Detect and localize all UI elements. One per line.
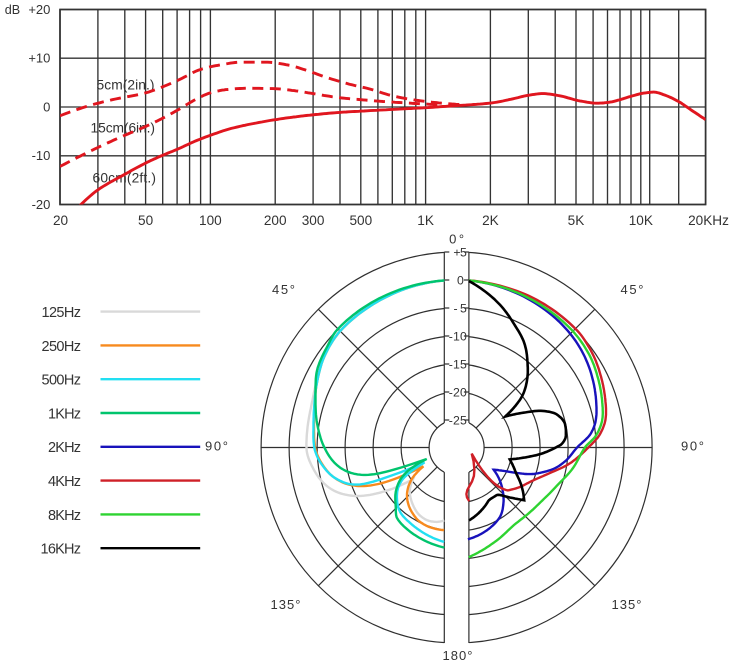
svg-text:300: 300 bbox=[302, 213, 325, 228]
svg-text:4KHz: 4KHz bbox=[48, 474, 81, 490]
svg-text:+20: +20 bbox=[28, 2, 50, 17]
svg-text:60cm(2ft.): 60cm(2ft.) bbox=[93, 171, 157, 186]
svg-text:-25: -25 bbox=[449, 413, 467, 427]
svg-text:45°: 45° bbox=[621, 282, 644, 297]
svg-text:100: 100 bbox=[199, 213, 222, 228]
svg-text:+10: +10 bbox=[28, 51, 50, 66]
svg-text:50: 50 bbox=[138, 213, 154, 228]
svg-text:-5: -5 bbox=[454, 301, 467, 315]
svg-text:-20: -20 bbox=[449, 385, 467, 399]
svg-text:5K: 5K bbox=[568, 213, 585, 228]
svg-text:dB: dB bbox=[5, 3, 20, 17]
svg-text:16KHz: 16KHz bbox=[41, 542, 82, 558]
svg-text:45°: 45° bbox=[272, 282, 295, 297]
svg-text:2KHz: 2KHz bbox=[48, 440, 81, 456]
svg-text:1KHz: 1KHz bbox=[48, 406, 81, 422]
svg-text:135°: 135° bbox=[271, 597, 301, 612]
svg-text:-15: -15 bbox=[449, 357, 467, 371]
svg-text:200: 200 bbox=[264, 213, 287, 228]
svg-text:125Hz: 125Hz bbox=[42, 305, 82, 321]
svg-text:180°: 180° bbox=[443, 648, 473, 663]
svg-text:500Hz: 500Hz bbox=[42, 373, 82, 389]
svg-text:0: 0 bbox=[457, 273, 464, 287]
svg-text:8KHz: 8KHz bbox=[48, 508, 81, 524]
svg-text:-10: -10 bbox=[449, 329, 467, 343]
svg-text:2K: 2K bbox=[482, 213, 499, 228]
svg-text:90°: 90° bbox=[681, 439, 704, 454]
svg-text:500: 500 bbox=[349, 213, 372, 228]
svg-text:90°: 90° bbox=[205, 439, 228, 454]
svg-text:5cm(2in.): 5cm(2in.) bbox=[97, 78, 155, 93]
svg-text:250Hz: 250Hz bbox=[42, 339, 82, 355]
svg-text:0: 0 bbox=[43, 99, 50, 114]
svg-text:-10: -10 bbox=[32, 148, 51, 163]
svg-text:+5: +5 bbox=[453, 245, 467, 259]
svg-text:20: 20 bbox=[53, 213, 69, 228]
svg-text:135°: 135° bbox=[612, 597, 642, 612]
svg-text:0°: 0° bbox=[449, 232, 464, 247]
svg-text:-20: -20 bbox=[32, 197, 51, 212]
svg-text:15cm(6in.): 15cm(6in.) bbox=[91, 121, 156, 136]
svg-text:1K: 1K bbox=[417, 213, 434, 228]
svg-text:20KHz: 20KHz bbox=[688, 213, 729, 228]
svg-text:10K: 10K bbox=[629, 213, 653, 228]
